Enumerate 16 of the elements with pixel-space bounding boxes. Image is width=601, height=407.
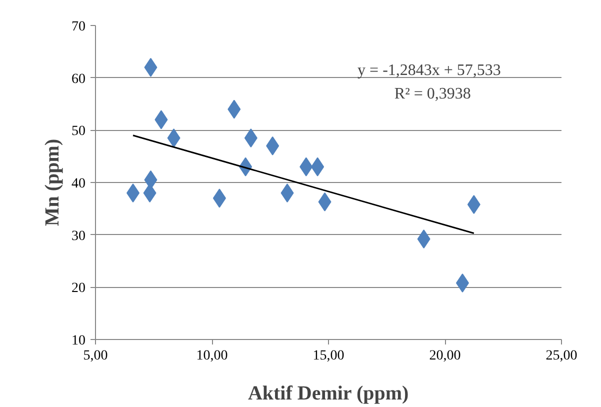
annotation: R² = 0,3938: [394, 85, 471, 102]
y-tick-label: 20: [72, 281, 86, 296]
x-tick-label: 20,00: [429, 348, 461, 364]
y-tick-label: 70: [72, 20, 86, 34]
x-tick-label: 5,00: [83, 348, 108, 364]
y-axis-title: Mn (ppm): [42, 138, 64, 226]
y-tick-label: 50: [72, 124, 86, 140]
y-tick-label: 40: [72, 176, 86, 192]
x-tick-label: 10,00: [196, 348, 228, 364]
y-tick-label: 30: [72, 228, 86, 244]
x-axis-title: Aktif Demir (ppm): [248, 382, 409, 404]
annotation: y = -1,2843x + 57,533: [358, 62, 501, 79]
x-tick-label: 15,00: [312, 348, 344, 364]
y-tick-label: 10: [72, 334, 86, 348]
x-tick-label: 25,00: [546, 348, 578, 364]
y-tick-label: 60: [72, 72, 86, 87]
